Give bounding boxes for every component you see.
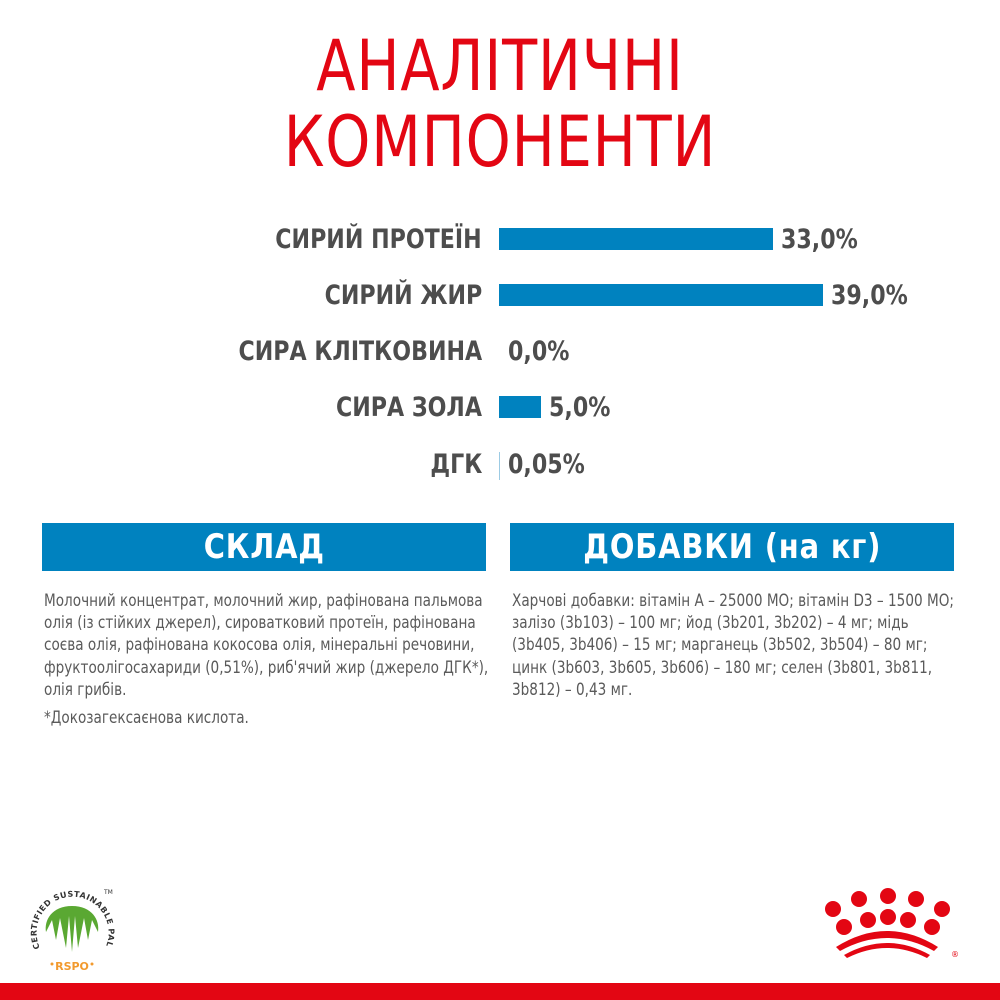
analytic-value: 0,05% [508, 449, 585, 480]
composition-heading: СКЛАД [42, 523, 486, 571]
additives-text-block: Харчові добавки: вітамін А – 25000 МО; в… [512, 590, 962, 701]
analytic-bar [499, 396, 541, 418]
analytic-label: СИРА ЗОЛА [336, 392, 482, 423]
analytic-bar [499, 284, 823, 306]
analytic-row-dha: ДГК 0,05% [0, 447, 1000, 483]
additives-text: Харчові добавки: вітамін А – 25000 МО; в… [512, 591, 954, 700]
analytic-label: СИРИЙ ПРОТЕЇН [275, 224, 482, 255]
analytic-label: СИРИЙ ЖИР [324, 280, 482, 311]
analytic-row-fibre: СИРА КЛІТКОВИНА 0,0% [0, 334, 1000, 370]
rspo-name: RSPO [55, 960, 89, 973]
analytic-row-fat: СИРИЙ ЖИР 39,0% [0, 278, 1000, 314]
page-title: АНАЛІТИЧНІ КОМПОНЕНТИ [90, 28, 910, 180]
title-line-2: КОМПОНЕНТИ [283, 101, 717, 183]
analytic-row-ash: СИРА ЗОЛА 5,0% [0, 390, 1000, 426]
composition-heading-text: СКЛАД [203, 527, 325, 567]
analytic-label: СИРА КЛІТКОВИНА [238, 336, 482, 367]
analytic-value: 0,0% [508, 336, 570, 367]
title-line-1: АНАЛІТИЧНІ [316, 25, 684, 107]
additives-heading-text: ДОБАВКИ (на кг) [582, 527, 882, 567]
analytic-bar [499, 228, 773, 250]
composition-text-block: Молочний концентрат, молочний жир, рафін… [44, 590, 494, 729]
analytic-row-protein: СИРИЙ ПРОТЕЇН 33,0% [0, 222, 1000, 258]
analytic-value: 5,0% [549, 392, 611, 423]
composition-text: Молочний концентрат, молочний жир, рафін… [44, 591, 489, 700]
composition-footnote: *Докозагексаєнова кислота. [44, 708, 249, 729]
rspo-tm: TM [103, 889, 113, 896]
registered-mark: ® [951, 950, 959, 959]
bottom-brand-bar [0, 983, 1000, 1000]
analytic-bar [499, 452, 500, 480]
rspo-logo-icon: CERTIFIED SUSTAINABLE PALM OIL TM RSPO [22, 878, 115, 973]
additives-heading: ДОБАВКИ (на кг) [510, 523, 954, 571]
analytic-value: 33,0% [781, 224, 858, 255]
royal-canin-crown-icon: ® [825, 888, 959, 959]
analytic-label: ДГК [430, 449, 482, 480]
analytic-value: 39,0% [831, 280, 908, 311]
